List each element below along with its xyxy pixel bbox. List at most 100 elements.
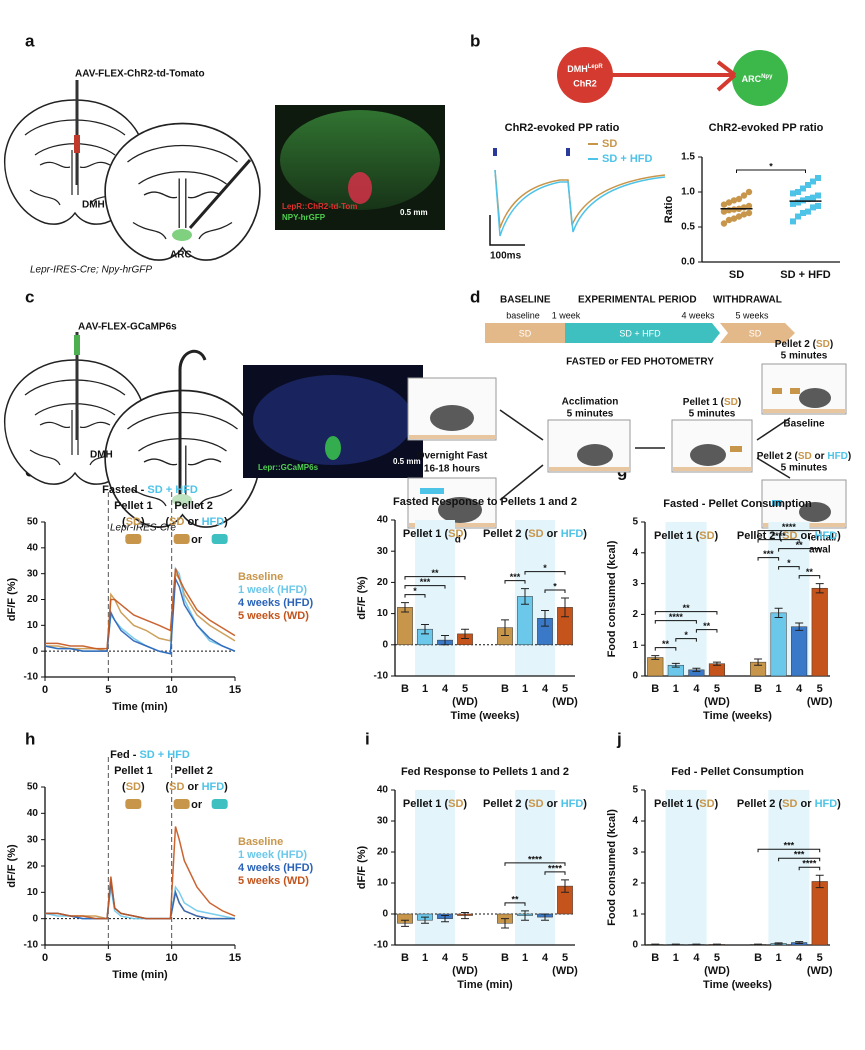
scale-bar-label: 0.5 mm	[400, 208, 428, 217]
error-bar	[754, 943, 763, 946]
bar	[791, 626, 808, 677]
x-tick-label: 0	[42, 684, 48, 696]
x-tick-note: (WD)	[452, 696, 478, 708]
data-point	[815, 175, 821, 181]
phase-label: EXPERIMENTAL PERIOD	[578, 295, 697, 306]
dmh-neuron	[557, 47, 613, 103]
text-part: )	[738, 397, 741, 408]
mice	[430, 388, 831, 523]
legend-entry: 4 weeks (HFD)	[238, 597, 314, 609]
group-label: Pellet 2 (SD or HFD)	[483, 528, 587, 540]
text-part: HFD	[827, 451, 848, 462]
significance-bracket	[504, 902, 526, 906]
panel-label: j	[616, 729, 622, 748]
electrode	[188, 159, 252, 229]
neuron-label: LepR	[588, 64, 604, 70]
text-part: SD + HFD	[147, 484, 197, 496]
text-part: )	[715, 530, 719, 542]
x-tick-label: 4	[442, 952, 449, 964]
data-point	[745, 188, 753, 196]
timepoint: 5 weeks	[735, 310, 769, 320]
y-axis-title: dF/F (%)	[356, 845, 368, 889]
region-label: ARC	[170, 250, 192, 261]
stain-label: LepR::ChR2-td-Tom	[282, 202, 357, 211]
significance-label: *	[553, 581, 557, 591]
legend-entry: 4 weeks (HFD)	[238, 862, 314, 874]
data-point	[725, 216, 733, 224]
legend-entry: Baseline	[238, 571, 283, 583]
significance-bracket	[798, 575, 821, 579]
stim-marker	[493, 148, 497, 156]
data-point	[815, 203, 821, 209]
step: Pellet 2 (SD)	[775, 339, 833, 350]
x-tick-label: 5	[714, 952, 720, 964]
data-point	[790, 200, 796, 207]
region-label: DMH	[90, 450, 113, 461]
y-axis-title: dF/F (%)	[6, 577, 18, 621]
genotype: Lepr-IRES-Cre; Npy-hrGFP	[30, 265, 152, 276]
y-tick-label: 20	[377, 577, 389, 588]
y-tick-label: 0.0	[681, 257, 695, 268]
region-label: DMH	[82, 200, 105, 211]
error-bar	[651, 655, 660, 660]
bar	[647, 657, 664, 677]
period-shading	[665, 790, 707, 945]
legend-entry: 5 weeks (WD)	[238, 875, 309, 887]
text-part: SD	[169, 516, 184, 528]
text-part: )	[141, 781, 145, 793]
x-tick-label: B	[754, 683, 762, 695]
error-bar	[774, 607, 783, 618]
x-tick-label: SD	[729, 269, 744, 281]
data-point	[740, 211, 748, 218]
significance-bracket	[404, 576, 466, 580]
text-part: Pellet 1 (	[403, 528, 449, 540]
text-part: )	[224, 781, 228, 793]
micrograph-tissue	[280, 110, 440, 210]
data-point	[795, 213, 801, 220]
stain-label: NPY-hrGFP	[282, 213, 326, 222]
text-part: or	[184, 781, 201, 793]
significance-bracket	[798, 866, 821, 871]
x-tick-note: (WD)	[704, 696, 730, 708]
text-part: Pellet 2 (	[757, 451, 799, 462]
step: 5 minutes	[781, 351, 828, 362]
significance-bracket	[757, 530, 821, 534]
legend-entry: 5 weeks (WD)	[238, 610, 309, 622]
data-point	[800, 185, 806, 192]
data-point	[790, 218, 796, 225]
data-point	[745, 202, 753, 210]
error-bar	[692, 943, 701, 946]
annotation: (SD or HFD)	[165, 781, 228, 793]
significance-label: ****	[669, 612, 684, 622]
text-part: )	[463, 528, 467, 540]
arc-neuron	[732, 50, 788, 106]
significance-label: ****	[528, 854, 543, 864]
diet: SD + HFD	[619, 328, 661, 338]
chart-title: ChR2-evoked PP ratio	[709, 122, 824, 134]
significance-bracket	[736, 169, 806, 173]
period-shading	[665, 522, 707, 676]
x-tick-label: 15	[229, 952, 241, 964]
error-bar	[561, 879, 569, 893]
text-part: or	[191, 799, 203, 811]
step: Pellet 2 (SD or HFD)	[757, 451, 852, 462]
y-axis-title: Food consumed (kcal)	[606, 540, 618, 657]
y-tick-label: 20	[27, 861, 39, 872]
x-axis-title: Time (min)	[112, 969, 168, 981]
y-tick-label: -10	[374, 940, 389, 951]
x-tick-label: 4	[442, 683, 449, 695]
x-tick-label: B	[651, 952, 659, 964]
panel-label: a	[25, 31, 35, 50]
text-part: or	[184, 516, 201, 528]
error-bar	[461, 911, 469, 920]
text-part: SD	[448, 528, 463, 540]
text-part: SD	[169, 781, 184, 793]
text-part: (	[122, 781, 126, 793]
x-tick-note: (WD)	[807, 965, 833, 977]
text-part: SD + HFD	[139, 749, 189, 761]
x-tick-label: B	[401, 952, 409, 964]
x-tick-label: 5	[562, 683, 568, 695]
y-tick-label: -10	[24, 940, 39, 951]
panel-label: h	[25, 729, 35, 748]
period-shading	[515, 790, 555, 945]
